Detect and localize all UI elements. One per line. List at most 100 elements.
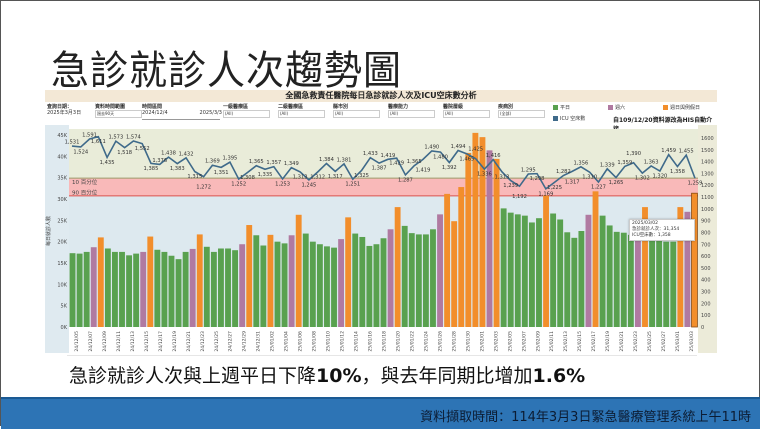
- x-tick-label: 25/01/22: [409, 331, 415, 352]
- bar-W: [380, 238, 387, 327]
- x-tick-label: 25/01/14: [354, 331, 360, 352]
- bar-W: [578, 231, 585, 327]
- bar-W: [373, 244, 380, 327]
- icu-data-label: 1,480: [433, 155, 448, 161]
- filter-data-range[interactable]: 資料時間範圍 過去90天: [95, 104, 142, 118]
- bar-W: [528, 222, 535, 327]
- icu-data-label: 1,192: [512, 194, 527, 200]
- p90-label: 90 百分位: [72, 188, 98, 196]
- y-left-tick: 20K: [57, 240, 67, 246]
- bar-W: [83, 251, 90, 327]
- bar-H: [451, 221, 458, 327]
- y-right-tick: 0: [701, 325, 704, 331]
- bar-W: [401, 225, 408, 327]
- y-left-tick: 45K: [57, 133, 67, 139]
- x-tick-label: 24/12/15: [144, 331, 150, 352]
- bar-W: [599, 215, 606, 327]
- icu-data-label: 1,494: [451, 144, 467, 150]
- bar-W: [352, 233, 359, 327]
- bar-W: [521, 215, 528, 327]
- icu-data-label: 1,531: [65, 140, 80, 146]
- bar-H: [295, 214, 302, 327]
- icu-data-label: 1,272: [196, 185, 211, 191]
- bar-H: [97, 237, 104, 327]
- icu-data-label: 1,312: [310, 174, 325, 180]
- y-right-tick: 800: [701, 230, 711, 236]
- dashboard-header: 全國急救責任醫院每日急診就診人次及ICU空床數分析: [45, 90, 717, 102]
- filter-hospital-level[interactable]: 醫院層級 (All): [443, 104, 490, 118]
- footer-bar: 資料擷取時間：114年3月3日緊急醫療管理系統上午11時: [1, 397, 760, 429]
- y-left-tick: 10K: [57, 282, 67, 288]
- time-range-slider[interactable]: [142, 119, 220, 120]
- bar-W: [168, 255, 175, 327]
- x-tick-label: 25/01/04: [284, 331, 290, 352]
- bar-W: [175, 259, 182, 327]
- icu-data-label: 1,287: [398, 177, 413, 183]
- bar-H: [147, 236, 154, 327]
- bar-W: [260, 245, 267, 327]
- icu-data-label: 1,573: [108, 135, 123, 141]
- legend-icu: ICU 空床數: [553, 115, 585, 122]
- filter-region1[interactable]: 一級醫療區 (All): [223, 104, 270, 118]
- filter-time-range[interactable]: 時間區間 2024/12/4 2025/3/3: [142, 104, 222, 116]
- bar-W: [670, 241, 677, 327]
- icu-data-label: 1,432: [179, 151, 194, 157]
- x-tick-label: 24/12/05: [74, 331, 80, 352]
- x-tick-label: 25/02/13: [563, 331, 569, 352]
- icu-data-label: 1,351: [214, 170, 229, 176]
- icu-data-label: 1,395: [223, 156, 238, 162]
- filter-disease[interactable]: 疾病別 (全部): [498, 104, 545, 118]
- icu-data-label: 1,349: [284, 161, 299, 167]
- bar-W: [104, 248, 111, 327]
- x-tick-label: 25/03/03: [689, 331, 695, 352]
- summary-caption: 急診就診人次與上週平日下降10%，與去年同期比增加1.6%: [69, 365, 586, 387]
- x-tick-label: 24/12/25: [214, 331, 220, 352]
- x-tick-label: 25/01/02: [270, 331, 276, 352]
- icu-data-label: 1,381: [337, 157, 352, 163]
- icu-data-label: 1,591: [82, 133, 97, 139]
- icu-data-label: 1,335: [258, 172, 273, 178]
- bar-S: [239, 244, 246, 327]
- query-date: 查詢日期： 2025年3月3日: [47, 104, 82, 116]
- bar-W: [225, 248, 231, 327]
- filter-capability[interactable]: 醫療能力 (All): [388, 104, 435, 118]
- icu-data-label: 1,429: [389, 161, 404, 167]
- icu-data-label: 1,252: [231, 182, 246, 188]
- y-left-tick: 40K: [57, 154, 67, 160]
- bar-W: [536, 218, 542, 327]
- icu-data-label: 1,359: [617, 160, 632, 166]
- y-left-tick: 0K: [61, 325, 68, 331]
- y-right-tick: 100: [701, 313, 711, 319]
- x-tick-label: 25/01/26: [437, 331, 443, 352]
- bar-W: [557, 219, 564, 327]
- bar-W: [232, 250, 239, 327]
- bar-W: [161, 251, 168, 327]
- y-left-tick: 15K: [57, 261, 67, 267]
- y-right-tick: 500: [701, 266, 711, 272]
- x-tick-label: 25/01/08: [312, 331, 318, 352]
- x-tick-label: 25/02/07: [521, 331, 527, 352]
- y-right-tick: 1400: [701, 160, 714, 166]
- data-timestamp: 資料擷取時間：114年3月3日緊急醫療管理系統上午11時: [420, 410, 751, 425]
- x-tick-label: 25/03/01: [675, 331, 681, 352]
- y-right-tick: 1000: [701, 207, 714, 213]
- bar-H: [196, 234, 203, 327]
- icu-data-label: 1,315: [187, 174, 202, 180]
- plot-bg-above: [69, 129, 698, 179]
- filter-county[interactable]: 縣市別 (All): [333, 104, 380, 118]
- bar-S: [684, 211, 691, 327]
- slide-title: 急診就診人次趨勢圖: [51, 47, 403, 94]
- y-right-tick: 200: [701, 301, 711, 307]
- bar-H: [267, 234, 274, 327]
- filter-region2[interactable]: 二級醫療區 (All): [278, 104, 325, 118]
- x-tick-label: 24/12/19: [172, 331, 178, 352]
- x-tick-label: 24/12/21: [186, 331, 192, 352]
- bar-H: [493, 158, 500, 327]
- icu-data-label: 1,265: [609, 180, 624, 186]
- bar-W: [309, 241, 316, 327]
- icu-data-label: 1,390: [626, 151, 641, 157]
- x-tick-label: 25/02/15: [577, 331, 583, 352]
- x-tick-label: 25/02/19: [605, 331, 611, 352]
- bar-W: [218, 248, 224, 327]
- icu-data-label: 1,357: [266, 160, 281, 166]
